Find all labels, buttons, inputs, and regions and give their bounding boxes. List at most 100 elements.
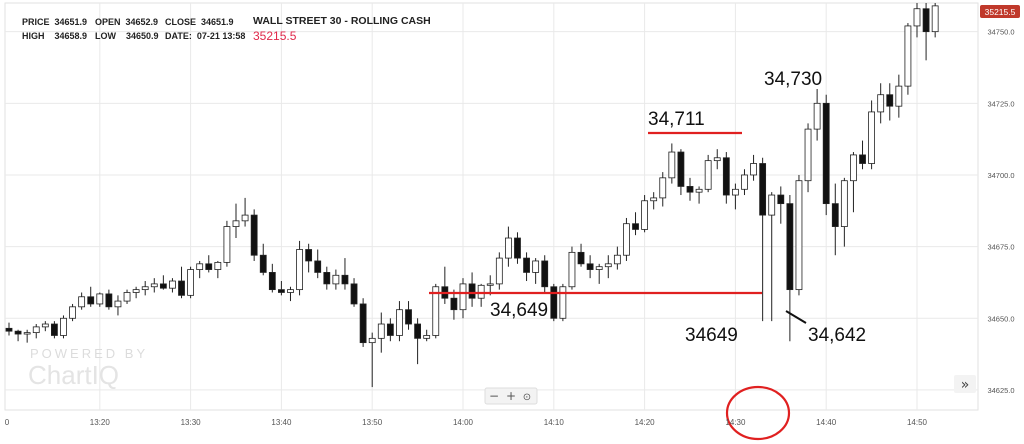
candle-body-down (450, 297, 458, 311)
zoom-in-button[interactable]: + (506, 389, 516, 403)
zoom-reset-icon[interactable]: ⊙ (523, 392, 531, 403)
candle (704, 154, 712, 193)
candle (595, 263, 603, 284)
candle-body-up (423, 335, 431, 339)
candle-body-down (722, 157, 730, 196)
date-value: 07-21 13:58 (196, 31, 246, 41)
zoom-out-button[interactable]: − (489, 389, 499, 403)
watermark-line2: ChartIQ (28, 360, 119, 390)
candle (623, 217, 630, 261)
candle (259, 243, 267, 276)
y-axis: 34625.0 34650.0 34675.0 34700.0 34725.0 34750… (987, 28, 1014, 395)
high-value: 34658.9 (54, 31, 88, 41)
candle (668, 143, 676, 184)
candle (468, 272, 476, 307)
candle-body-down (277, 289, 285, 293)
candle-body-up (623, 223, 630, 256)
candle (87, 286, 95, 307)
candle-body-up (595, 266, 603, 270)
candle (123, 289, 131, 304)
candle (550, 283, 558, 322)
candle (60, 315, 67, 339)
candle (777, 186, 785, 224)
price-value: 34651.9 (54, 17, 88, 27)
candle-body-down (859, 154, 866, 164)
candle (287, 286, 294, 302)
candle (677, 149, 685, 196)
candle-body-down (350, 283, 358, 305)
candle-body-down (886, 94, 894, 107)
x-tick-label: 14:20 (635, 418, 656, 427)
candle (105, 289, 113, 310)
candle-body-up (804, 128, 812, 182)
candle-body-up (141, 286, 149, 291)
candle-body-up (750, 163, 757, 176)
candle (877, 83, 885, 124)
candle-body-up (768, 194, 776, 216)
candle (895, 74, 903, 118)
candle-body-up (41, 323, 49, 328)
y-tick-label: 34675.0 (987, 243, 1014, 252)
candle-body-up (377, 323, 385, 339)
low-label: LOW (95, 31, 116, 41)
y-tick-label: 34625.0 (987, 386, 1014, 395)
candle (51, 321, 58, 339)
candle (786, 195, 794, 342)
candle-body-down (14, 330, 22, 335)
date-label: DATE: (165, 31, 192, 41)
candle-body-down (831, 203, 839, 227)
candle (14, 329, 22, 342)
candle (377, 312, 385, 353)
candle-body-up (904, 25, 912, 87)
candle (5, 322, 13, 336)
low-value: 34650.9 (126, 31, 159, 41)
highlight-circle-1430 (725, 385, 791, 441)
annotation-pointer-34642 (785, 310, 807, 324)
candle-body-up (459, 283, 467, 311)
candle (750, 154, 757, 181)
candle-body-up (877, 94, 885, 113)
candle-body-down (468, 283, 476, 299)
candle (741, 169, 748, 196)
candle (332, 269, 340, 290)
candle-body-down (405, 309, 412, 325)
annotation-label-34711: 34,711 (648, 109, 705, 130)
scroll-right-button[interactable]: » (954, 375, 976, 393)
candle-body-up (495, 257, 503, 285)
candle (477, 283, 485, 307)
candle-body-up (114, 300, 122, 308)
candle (913, 3, 921, 38)
candle (368, 332, 376, 388)
candle (450, 289, 458, 320)
open-label: OPEN (95, 17, 121, 27)
candle-body-up (659, 177, 667, 199)
candle (96, 292, 104, 307)
candle-body-up (23, 332, 31, 335)
candle (150, 278, 158, 293)
candle-body-up (60, 317, 67, 336)
candle (650, 192, 658, 210)
candle-body-down (822, 102, 830, 205)
candle-body-up (96, 293, 104, 305)
candle-body-down (541, 260, 549, 288)
candle (523, 252, 530, 282)
candle-body-up (214, 261, 222, 270)
x-tick-label: 13:20 (90, 418, 111, 427)
x-tick-label: 14:10 (544, 418, 565, 427)
candle-body-down (205, 263, 213, 270)
candle (268, 263, 276, 293)
candle-body-down (359, 303, 367, 344)
candle (305, 243, 313, 273)
header-price: PRICE 34651.9 (22, 17, 87, 27)
candle (850, 152, 857, 213)
candle-body-down (51, 323, 58, 336)
candle-body-down (677, 151, 685, 187)
candle-body-up (741, 174, 748, 190)
y-tick-label: 34750.0 (987, 28, 1014, 37)
candle (178, 266, 185, 299)
candle (813, 88, 821, 141)
candle (504, 226, 512, 267)
candle (541, 255, 549, 293)
double-chevron-right-icon: » (961, 377, 970, 393)
